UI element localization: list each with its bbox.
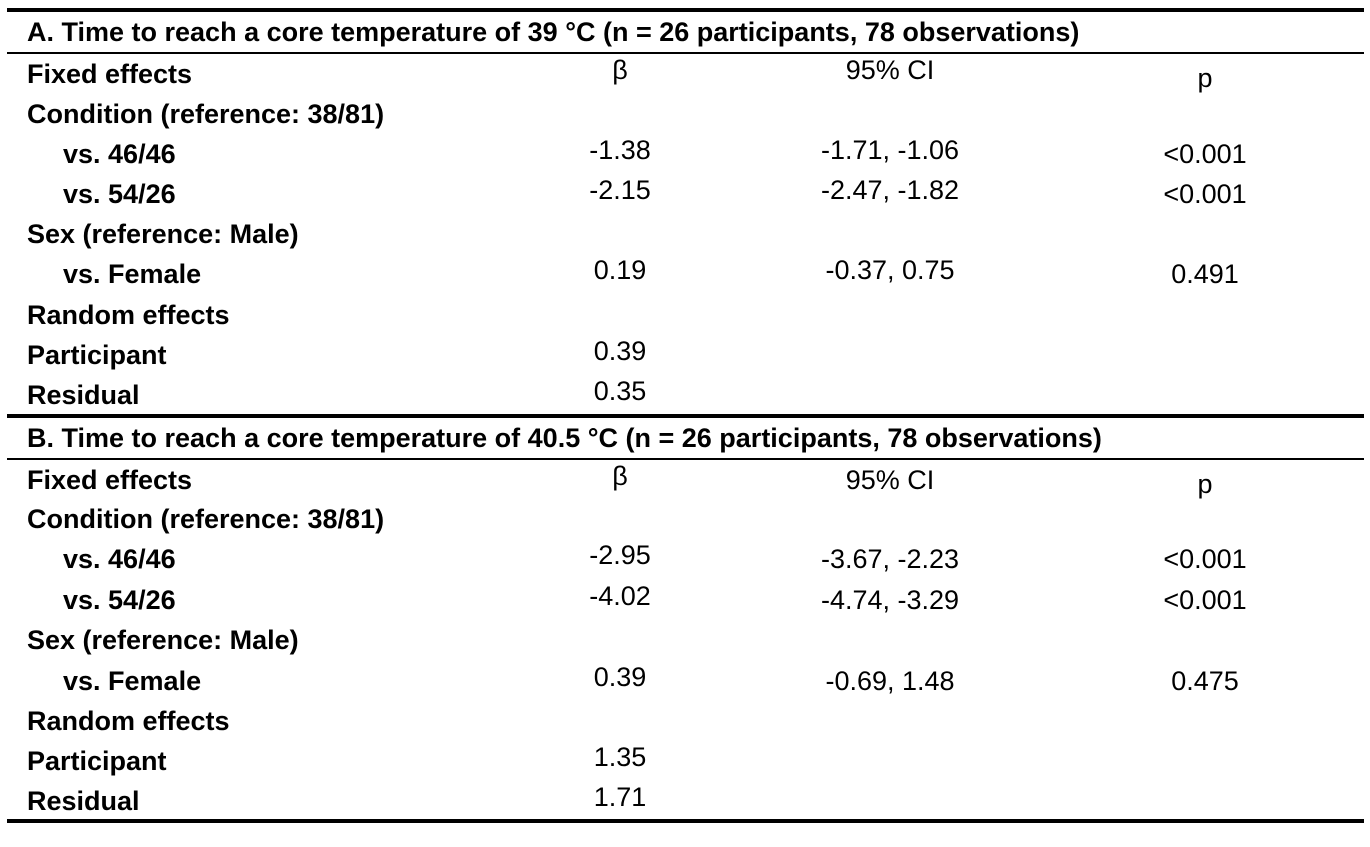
- bottom-rule: [7, 819, 1364, 823]
- table-row: Residual 0.35: [0, 375, 1370, 415]
- section-b-header-row: Fixed effects β 95% CI p: [0, 460, 1370, 500]
- section-b-sex-heading-row: Sex (reference: Male): [0, 620, 1370, 660]
- ci-column-header: 95% CI: [845, 465, 935, 495]
- row-label: Participant: [27, 340, 167, 370]
- row-label: vs. 46/46: [63, 544, 176, 574]
- p-value: <0.001: [1163, 139, 1247, 169]
- table-row: vs. Female 0.39 -0.69, 1.48 0.475: [0, 661, 1370, 701]
- p-column-header: p: [1197, 469, 1213, 499]
- beta-value: 0.35: [593, 376, 647, 406]
- ci-value: -0.37, 0.75: [825, 255, 955, 285]
- p-value: 0.475: [1171, 666, 1239, 696]
- table-row: Participant 0.39: [0, 335, 1370, 375]
- table-row: vs. 46/46 -2.95 -3.67, -2.23 <0.001: [0, 539, 1370, 579]
- condition-heading: Condition (reference: 38/81): [27, 504, 385, 534]
- beta-value: 1.35: [593, 742, 647, 772]
- ci-value: -1.71, -1.06: [820, 135, 960, 165]
- fixed-effects-heading: Fixed effects: [27, 59, 193, 89]
- condition-heading: Condition (reference: 38/81): [27, 99, 385, 129]
- beta-value: 0.19: [593, 255, 647, 285]
- beta-value: 0.39: [593, 662, 647, 692]
- fixed-effects-heading: Fixed effects: [27, 465, 193, 495]
- beta-value: 0.39: [593, 336, 647, 366]
- table-row: Participant 1.35: [0, 741, 1370, 781]
- ci-value: -2.47, -1.82: [820, 175, 960, 205]
- beta-column-header: β: [612, 461, 628, 491]
- ci-column-header: 95% CI: [845, 55, 935, 85]
- beta-value: 1.71: [593, 782, 647, 812]
- beta-column-header: β: [612, 55, 628, 85]
- beta-value: -2.15: [589, 175, 651, 205]
- sex-heading: Sex (reference: Male): [27, 219, 299, 249]
- ci-value: -3.67, -2.23: [820, 544, 960, 574]
- section-a-title: A. Time to reach a core temperature of 3…: [27, 17, 1080, 47]
- row-label: vs. Female: [63, 259, 202, 289]
- beta-value: -4.02: [589, 581, 651, 611]
- row-label: vs. Female: [63, 666, 202, 696]
- table-row: vs. 46/46 -1.38 -1.71, -1.06 <0.001: [0, 134, 1370, 174]
- ci-value: -4.74, -3.29: [820, 585, 960, 615]
- section-a-condition-heading-row: Condition (reference: 38/81): [0, 94, 1370, 134]
- section-b-title-rule: [7, 458, 1364, 460]
- row-label: vs. 46/46: [63, 139, 176, 169]
- row-label: vs. 54/26: [63, 179, 176, 209]
- sex-heading: Sex (reference: Male): [27, 625, 299, 655]
- row-label: vs. 54/26: [63, 585, 176, 615]
- section-a-title-rule: [7, 52, 1364, 54]
- row-label: Residual: [27, 380, 140, 410]
- section-divider-rule: [7, 414, 1364, 418]
- p-value: <0.001: [1163, 544, 1247, 574]
- random-effects-heading: Random effects: [27, 300, 230, 330]
- row-label: Residual: [27, 786, 140, 816]
- p-value: 0.491: [1171, 259, 1239, 289]
- table-row: Residual 1.71: [0, 781, 1370, 821]
- p-column-header: p: [1197, 63, 1213, 93]
- beta-value: -2.95: [589, 540, 651, 570]
- table-row: vs. 54/26 -2.15 -2.47, -1.82 <0.001: [0, 174, 1370, 214]
- p-value: <0.001: [1163, 585, 1247, 615]
- random-effects-heading: Random effects: [27, 706, 230, 736]
- beta-value: -1.38: [589, 135, 651, 165]
- ci-value: -0.69, 1.48: [825, 666, 955, 696]
- section-a-header-row: Fixed effects β 95% CI p: [0, 54, 1370, 94]
- section-a-sex-heading-row: Sex (reference: Male): [0, 214, 1370, 254]
- p-value: <0.001: [1163, 179, 1247, 209]
- table-row: vs. Female 0.19 -0.37, 0.75 0.491: [0, 254, 1370, 294]
- section-b-condition-heading-row: Condition (reference: 38/81): [0, 499, 1370, 539]
- top-rule: [7, 8, 1364, 12]
- section-b-random-heading-row: Random effects: [0, 701, 1370, 741]
- row-label: Participant: [27, 746, 167, 776]
- section-a-random-heading-row: Random effects: [0, 295, 1370, 335]
- section-b-title: B. Time to reach a core temperature of 4…: [27, 423, 1102, 453]
- table-row: vs. 54/26 -4.02 -4.74, -3.29 <0.001: [0, 580, 1370, 620]
